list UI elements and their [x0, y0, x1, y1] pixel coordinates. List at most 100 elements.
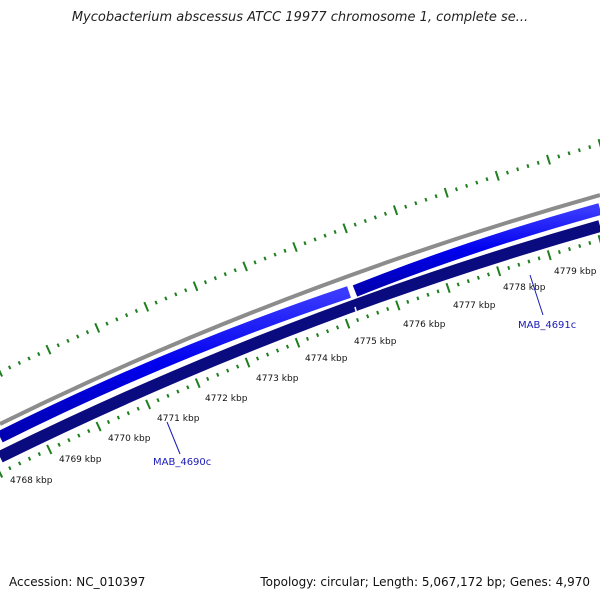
- forward-gene-feature[interactable]: [0, 286, 351, 443]
- outer-tick: [76, 334, 80, 339]
- outer-tick: [85, 330, 90, 335]
- outer-tick: [134, 308, 139, 313]
- inner-tick: [426, 292, 430, 297]
- inner-tick: [275, 348, 280, 353]
- inner-tick: [527, 259, 531, 264]
- outer-tick: [223, 272, 227, 277]
- tick-label: 4772 kbp: [205, 394, 248, 404]
- inner-tick: [315, 333, 320, 338]
- inner-tick: [546, 250, 552, 261]
- outer-tick: [557, 154, 561, 159]
- outer-tick: [567, 151, 571, 156]
- inner-tick: [186, 385, 190, 390]
- inner-tick: [166, 393, 170, 398]
- forward-gene-feature[interactable]: [352, 203, 600, 297]
- tick-label: 4775 kbp: [354, 337, 397, 347]
- inner-tick: [194, 378, 201, 389]
- tick-label: 4777 kbp: [453, 301, 496, 311]
- map-title: Mycobacterium abscessus ATCC 19977 chrom…: [71, 10, 529, 25]
- inner-tick: [27, 456, 32, 461]
- inner-tick: [136, 406, 140, 411]
- outer-tick: [475, 180, 479, 185]
- inner-tick: [386, 306, 390, 312]
- outer-tick: [66, 338, 70, 343]
- gene-label[interactable]: MAB_4690c: [153, 457, 211, 468]
- inner-tick: [265, 352, 270, 357]
- inner-tick: [285, 344, 290, 349]
- outer-tick: [124, 313, 129, 318]
- outer-tick: [174, 292, 178, 297]
- outer-tick: [273, 252, 277, 257]
- outer-tick: [17, 360, 22, 366]
- inner-tick: [57, 442, 61, 447]
- outer-tick: [94, 322, 101, 333]
- outer-tick: [516, 167, 520, 172]
- outer-tick: [323, 233, 327, 238]
- outer-tick: [526, 164, 530, 169]
- outer-tick: [0, 369, 4, 377]
- outer-tick: [164, 296, 168, 301]
- gene-label[interactable]: MAB_4691c: [518, 320, 576, 331]
- backbone-line: [0, 193, 600, 426]
- inner-tick: [156, 398, 160, 403]
- inner-tick: [0, 470, 4, 478]
- outer-tick: [434, 194, 438, 199]
- outer-tick: [392, 205, 399, 216]
- inner-tick: [456, 282, 460, 287]
- outer-tick: [233, 268, 237, 273]
- tick-label: 4769 kbp: [59, 455, 102, 465]
- inner-tick: [255, 356, 260, 361]
- inner-tick: [206, 376, 210, 381]
- inner-tick: [416, 296, 420, 301]
- outer-tick: [342, 223, 348, 234]
- inner-tick: [376, 310, 380, 315]
- inner-tick-marks: [0, 234, 600, 478]
- gene-callout-mab-4691c[interactable]: MAB_4691c: [518, 274, 576, 331]
- inner-tick: [335, 325, 340, 330]
- outer-tick: [242, 261, 248, 272]
- outer-tick: [333, 229, 337, 235]
- inner-tick: [216, 372, 220, 377]
- inner-tick: [486, 272, 491, 277]
- outer-tick: [143, 301, 150, 312]
- outer-tick: [213, 276, 217, 281]
- outer-tick: [454, 187, 458, 192]
- inner-tick: [67, 438, 71, 443]
- tick-label: 4776 kbp: [403, 320, 446, 330]
- outer-tick-marks: [0, 138, 600, 377]
- accession-text: Accession: NC_010397: [9, 575, 146, 589]
- inner-tick: [176, 389, 180, 394]
- reverse-gene-feature[interactable]: [0, 220, 600, 463]
- outer-tick: [424, 197, 428, 202]
- inner-tick: [145, 399, 152, 410]
- outer-tick: [465, 183, 469, 188]
- inner-tick: [466, 279, 470, 284]
- inner-tick: [537, 256, 541, 261]
- tick-label: 4773 kbp: [256, 374, 299, 384]
- outer-tick: [115, 317, 119, 322]
- inner-tick: [588, 241, 592, 245]
- gene-callout-mab-4690c[interactable]: MAB_4690c: [153, 421, 211, 468]
- tick-label: 4770 kbp: [108, 434, 151, 444]
- outer-tick: [263, 256, 267, 261]
- inner-tick: [517, 262, 521, 267]
- tick-label: 4779 kbp: [554, 267, 597, 277]
- outer-tick: [353, 222, 357, 227]
- inner-tick: [294, 337, 301, 348]
- inner-tick: [37, 451, 42, 457]
- inner-tick: [325, 329, 330, 334]
- inner-tick: [436, 289, 440, 294]
- tick-label: 4768 kbp: [10, 476, 53, 486]
- outer-tick: [56, 343, 60, 348]
- outer-tick: [45, 344, 52, 355]
- inner-tick: [406, 299, 410, 304]
- outer-tick: [303, 241, 307, 246]
- inner-tick: [226, 368, 230, 373]
- outer-tick: [253, 260, 257, 265]
- outer-tick: [505, 170, 509, 175]
- inner-tick: [95, 421, 102, 432]
- outer-tick: [192, 281, 199, 292]
- inner-tick: [46, 444, 53, 455]
- inner-tick: [235, 364, 240, 369]
